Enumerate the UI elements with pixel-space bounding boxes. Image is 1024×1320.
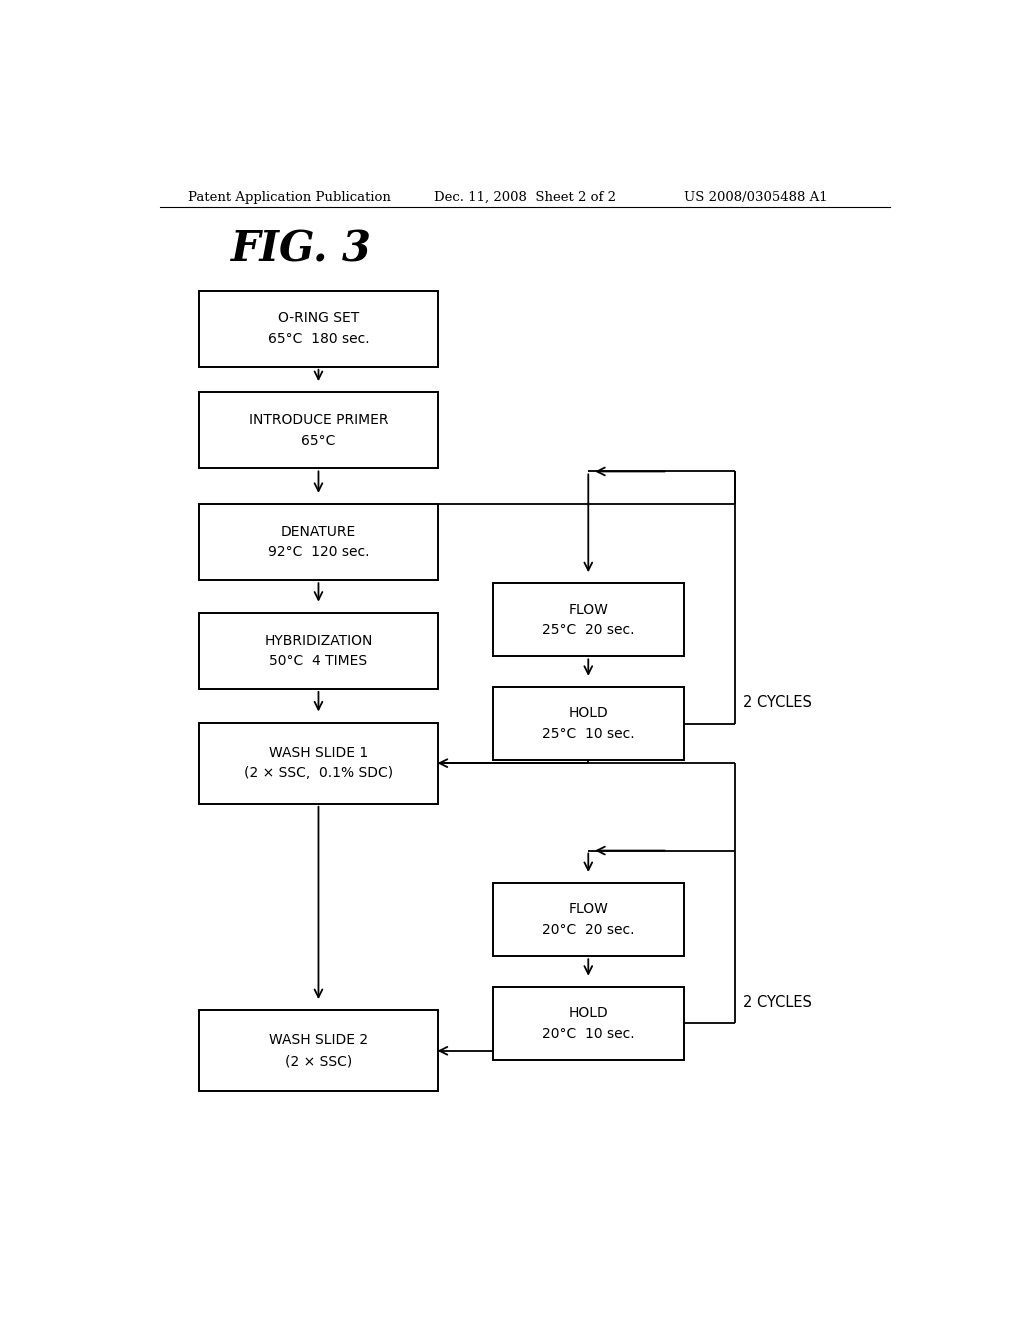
Text: FLOW
25°C  20 sec.: FLOW 25°C 20 sec. bbox=[542, 602, 635, 638]
Text: HOLD
25°C  10 sec.: HOLD 25°C 10 sec. bbox=[542, 706, 635, 741]
Text: HOLD
20°C  10 sec.: HOLD 20°C 10 sec. bbox=[542, 1006, 635, 1040]
Bar bbox=[200, 1010, 437, 1092]
Text: WASH SLIDE 1
(2 × SSC,  0.1% SDC): WASH SLIDE 1 (2 × SSC, 0.1% SDC) bbox=[244, 746, 393, 780]
Text: FIG. 3: FIG. 3 bbox=[231, 228, 372, 271]
Text: 2 CYCLES: 2 CYCLES bbox=[743, 994, 812, 1010]
Bar bbox=[200, 392, 437, 469]
Bar bbox=[200, 612, 437, 689]
Text: HYBRIDIZATION
50°C  4 TIMES: HYBRIDIZATION 50°C 4 TIMES bbox=[264, 634, 373, 668]
Bar bbox=[200, 504, 437, 581]
Text: 2 CYCLES: 2 CYCLES bbox=[743, 694, 812, 710]
Bar bbox=[494, 583, 684, 656]
Text: Patent Application Publication: Patent Application Publication bbox=[187, 190, 390, 203]
Bar bbox=[200, 290, 437, 367]
Bar bbox=[494, 686, 684, 760]
Text: O-RING SET
65°C  180 sec.: O-RING SET 65°C 180 sec. bbox=[267, 312, 370, 346]
Text: DENATURE
92°C  120 sec.: DENATURE 92°C 120 sec. bbox=[267, 525, 370, 560]
Text: US 2008/0305488 A1: US 2008/0305488 A1 bbox=[684, 190, 827, 203]
Text: WASH SLIDE 2
(2 × SSC): WASH SLIDE 2 (2 × SSC) bbox=[269, 1034, 368, 1068]
Text: Dec. 11, 2008  Sheet 2 of 2: Dec. 11, 2008 Sheet 2 of 2 bbox=[433, 190, 615, 203]
Bar bbox=[494, 883, 684, 956]
Text: INTRODUCE PRIMER
65°C: INTRODUCE PRIMER 65°C bbox=[249, 413, 388, 447]
Bar bbox=[494, 987, 684, 1060]
Text: FLOW
20°C  20 sec.: FLOW 20°C 20 sec. bbox=[542, 903, 635, 937]
Bar bbox=[200, 722, 437, 804]
